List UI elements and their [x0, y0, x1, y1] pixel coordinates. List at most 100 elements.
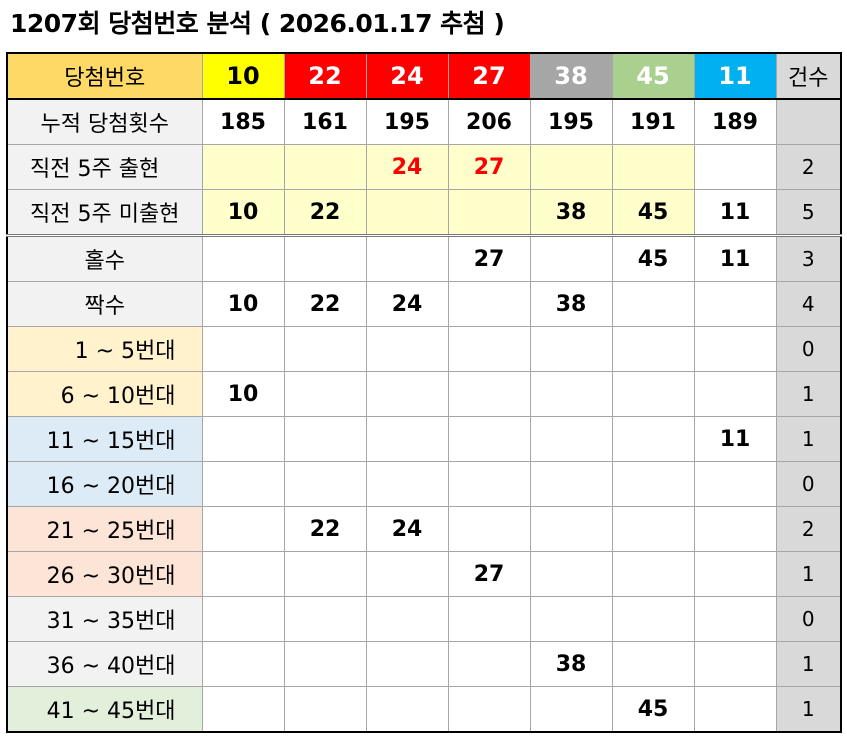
- row-label: 21 ~ 25번대: [6, 506, 203, 552]
- row-label: 직전 5주 미출현: [6, 189, 203, 236]
- cell: [447, 189, 531, 236]
- cell: [693, 551, 777, 597]
- cell: 22: [283, 189, 367, 236]
- cell: [447, 506, 531, 552]
- cell: 185: [201, 98, 285, 145]
- table-row-even: 짝수 10 22 24 38 4: [6, 281, 842, 327]
- cell: [283, 416, 367, 462]
- count-cell: 1: [775, 371, 842, 417]
- count-cell: 3: [775, 234, 842, 282]
- header-label: 당첨번호: [6, 52, 203, 100]
- cell: 161: [283, 98, 367, 145]
- analysis-table: 당첨번호 10 22 24 27 38 45 11 건수 누적 당첨횟수 185…: [6, 52, 842, 733]
- cell: 191: [611, 98, 695, 145]
- cell: [611, 641, 695, 687]
- cell: [201, 506, 285, 552]
- count-cell: 2: [775, 144, 842, 190]
- cell: 11: [693, 416, 777, 462]
- cell: [447, 596, 531, 642]
- cell: 195: [529, 98, 613, 145]
- table-row-range-16-20: 16 ~ 20번대 0: [6, 461, 842, 507]
- table-row-range-41-45: 41 ~ 45번대 45 1: [6, 686, 842, 733]
- cell: [283, 551, 367, 597]
- row-label: 1 ~ 5번대: [6, 326, 203, 372]
- cell: 22: [283, 281, 367, 327]
- cell: [693, 461, 777, 507]
- cell: [611, 326, 695, 372]
- cell: [283, 461, 367, 507]
- row-label: 31 ~ 35번대: [6, 596, 203, 642]
- cell: [283, 326, 367, 372]
- cell: [365, 326, 449, 372]
- cell: [611, 281, 695, 327]
- cell: [529, 686, 613, 733]
- count-cell: 0: [775, 326, 842, 372]
- ball-number: 11: [693, 52, 777, 100]
- cell: [693, 281, 777, 327]
- table-row-range-6-10: 6 ~ 10번대 10 1: [6, 371, 842, 417]
- table-row-range-11-15: 11 ~ 15번대 11 1: [6, 416, 842, 462]
- cell: [611, 416, 695, 462]
- cell: [447, 326, 531, 372]
- count-cell: 1: [775, 686, 842, 733]
- count-cell: 1: [775, 551, 842, 597]
- cell: [283, 686, 367, 733]
- cell: [529, 506, 613, 552]
- ball-number: 22: [283, 52, 367, 100]
- count-cell: 4: [775, 281, 842, 327]
- row-label: 36 ~ 40번대: [6, 641, 203, 687]
- cell: [529, 461, 613, 507]
- cell: [693, 144, 777, 190]
- row-label: 누적 당첨횟수: [6, 98, 203, 145]
- row-label: 11 ~ 15번대: [6, 416, 203, 462]
- cell: [611, 596, 695, 642]
- cell: [611, 506, 695, 552]
- table-row-range-31-35: 31 ~ 35번대 0: [6, 596, 842, 642]
- cell: [365, 596, 449, 642]
- count-header: 건수: [775, 52, 842, 100]
- ball-number: 45: [611, 52, 695, 100]
- cell: 45: [611, 234, 695, 282]
- cell: 10: [201, 189, 285, 236]
- cell: 24: [365, 506, 449, 552]
- row-label: 6 ~ 10번대: [6, 371, 203, 417]
- cell: [611, 144, 695, 190]
- cell: 189: [693, 98, 777, 145]
- cell: 27: [447, 234, 531, 282]
- cell: [201, 551, 285, 597]
- cell: 24: [365, 144, 449, 190]
- count-cell: 1: [775, 641, 842, 687]
- count-cell: 1: [775, 416, 842, 462]
- ball-number: 27: [447, 52, 531, 100]
- cell: [283, 144, 367, 190]
- cell: [365, 641, 449, 687]
- cell: 206: [447, 98, 531, 145]
- count-cell: 5: [775, 189, 842, 236]
- row-label: 41 ~ 45번대: [6, 686, 203, 733]
- cell: [447, 416, 531, 462]
- cell: [529, 234, 613, 282]
- cell: 22: [283, 506, 367, 552]
- cell: [611, 461, 695, 507]
- cell: 11: [693, 189, 777, 236]
- cell: [611, 551, 695, 597]
- row-label: 홀수: [6, 234, 203, 282]
- cell: [693, 326, 777, 372]
- cell: [365, 189, 449, 236]
- cell: 45: [611, 686, 695, 733]
- row-label: 직전 5주 출현: [6, 144, 203, 190]
- table-row-cumulative: 누적 당첨횟수 185 161 195 206 195 191 189: [6, 98, 842, 145]
- cell: 27: [447, 144, 531, 190]
- row-label: 26 ~ 30번대: [6, 551, 203, 597]
- table-row-range-21-25: 21 ~ 25번대 22 24 2: [6, 506, 842, 552]
- cell: 38: [529, 189, 613, 236]
- cell: [201, 641, 285, 687]
- cell: 11: [693, 234, 777, 282]
- cell: [693, 371, 777, 417]
- row-label: 16 ~ 20번대: [6, 461, 203, 507]
- cell: 38: [529, 281, 613, 327]
- cell: 38: [529, 641, 613, 687]
- cell: [365, 686, 449, 733]
- cell: [365, 551, 449, 597]
- cell: 45: [611, 189, 695, 236]
